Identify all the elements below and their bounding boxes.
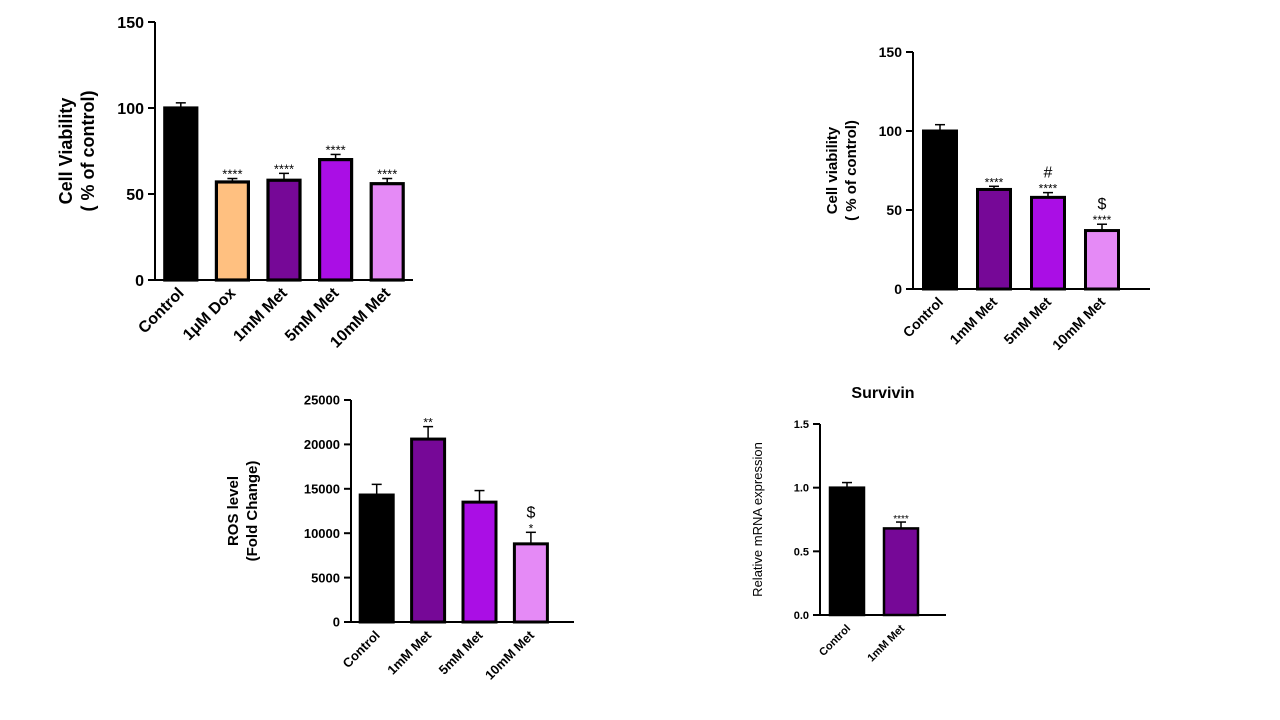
bar [976, 187, 1012, 291]
bar [318, 158, 354, 282]
bar [163, 106, 199, 282]
x-tick-label: 5mM Met [1000, 294, 1054, 348]
x-tick-label: 1mM Met [230, 284, 291, 345]
y-axis-label: ( % of control) [843, 120, 860, 221]
significance-label: **** [985, 175, 1004, 189]
x-tick-label: Control [135, 285, 187, 337]
y-tick-label: 0 [135, 273, 144, 290]
y-tick-label: 0.0 [794, 610, 809, 622]
y-axis-label: ( % of control) [78, 91, 98, 212]
y-tick-label: 0 [894, 281, 902, 297]
bar [461, 500, 498, 624]
x-tick-label: 10mM Met [482, 627, 538, 683]
y-tick-label: 0.5 [794, 546, 809, 558]
y-tick-label: 20000 [304, 437, 340, 452]
significance-label: **** [1039, 182, 1058, 196]
y-tick-label: 50 [886, 202, 902, 218]
significance-label: **** [377, 167, 397, 182]
y-tick-label: 100 [879, 123, 903, 139]
panel-ros-level: Control ** 1mM Met 5mM Met *$10mM Met 0 5000 10… [225, 393, 574, 683]
significance-label: **** [893, 514, 909, 525]
bar [1030, 195, 1066, 291]
significance-label: $ [1098, 196, 1107, 213]
panel-cell-viability-met: Control****1mM Met****#5mM Met****$10mM … [824, 44, 1150, 353]
x-tick-label: 1mM Met [865, 622, 907, 664]
y-tick-label: 25000 [304, 393, 340, 408]
y-tick-label: 100 [117, 101, 144, 118]
bar [410, 437, 447, 624]
significance-label: **** [325, 142, 345, 157]
y-tick-label: 50 [126, 187, 144, 204]
x-tick-label: Control [900, 294, 947, 341]
panel-survivin: Survivin Control **** 1mM Met 0.0 0.5 1.0 1.5 R… [750, 385, 946, 664]
y-tick-label: 15000 [304, 481, 340, 496]
bar [922, 129, 958, 291]
x-tick-label: 5mM Met [436, 627, 486, 677]
significance-label: * [529, 521, 534, 535]
significance-label: **** [274, 161, 294, 176]
y-axis-label: Cell Viability [56, 98, 76, 205]
significance-label: ** [423, 416, 433, 430]
bar [512, 542, 549, 624]
y-axis-label: Relative mRNA expression [750, 442, 765, 597]
panel-title: Survivin [851, 385, 914, 402]
panel-cell-viability-dox: Control****1μM Dox****1mM Met****5mM Met… [56, 15, 413, 352]
y-tick-label: 1.0 [794, 483, 809, 495]
bar [1084, 229, 1120, 291]
bar [266, 178, 302, 282]
significance-label: **** [222, 167, 242, 182]
y-axis-label: (Fold Change) [244, 461, 261, 562]
bar [882, 527, 920, 617]
bar [369, 182, 405, 282]
bar [214, 180, 250, 282]
x-tick-label: 1mM Met [946, 294, 1000, 348]
y-tick-label: 10000 [304, 526, 340, 541]
x-tick-label: 1mM Met [384, 627, 434, 677]
y-tick-label: 0 [333, 615, 340, 630]
y-axis-label: Cell viability [824, 126, 841, 214]
y-tick-label: 150 [879, 44, 903, 60]
x-tick-label: Control [340, 628, 383, 671]
x-tick-label: 1μM Dox [180, 285, 239, 344]
x-tick-label: Control [817, 623, 853, 659]
bar [358, 493, 395, 624]
y-axis-label: ROS level [225, 476, 242, 546]
x-tick-label: 10mM Met [1049, 294, 1108, 353]
significance-label: $ [526, 504, 535, 521]
bar [828, 486, 866, 617]
significance-label: **** [1093, 213, 1112, 227]
y-tick-label: 5000 [311, 570, 340, 585]
y-tick-label: 1.5 [794, 419, 809, 431]
significance-label: # [1044, 165, 1053, 182]
y-tick-label: 150 [117, 15, 144, 32]
